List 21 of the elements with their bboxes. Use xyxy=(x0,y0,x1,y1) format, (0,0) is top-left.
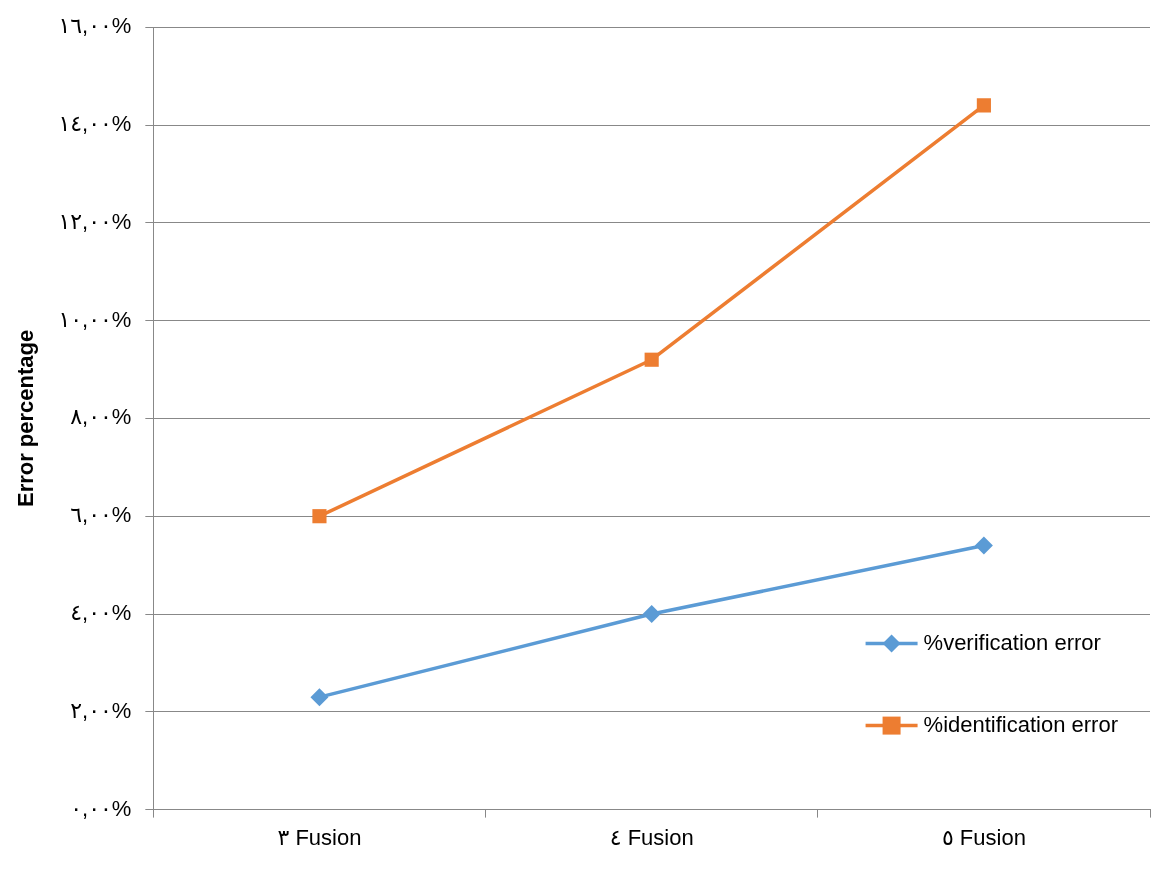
point xyxy=(974,536,993,555)
legend-label: %identification error xyxy=(923,711,1119,737)
y-tick-label: ٨,٠٠% xyxy=(70,404,132,430)
point xyxy=(642,605,661,623)
legend-label: %verification error xyxy=(923,629,1101,655)
point xyxy=(644,352,659,367)
x-tick-label: ٥ Fusion xyxy=(941,824,1026,850)
point xyxy=(312,509,327,524)
y-axis-title: Error percentage xyxy=(13,329,39,508)
x-tick-label: ٤ Fusion xyxy=(609,824,694,850)
y-tick-label: ١٤,٠٠% xyxy=(58,111,132,137)
point xyxy=(310,688,329,707)
y-tick-label: ١٠,٠٠% xyxy=(58,306,132,332)
x-tick-label: ٣ Fusion xyxy=(277,824,362,850)
point xyxy=(976,98,991,113)
y-tick-label: ٦,٠٠% xyxy=(70,502,132,528)
y-tick-label: ١٢,٠٠% xyxy=(58,208,132,234)
y-tick-label: ٠,٠٠% xyxy=(70,795,132,821)
y-tick-label: ٢,٠٠% xyxy=(70,697,132,723)
y-tick-label: ٤,٠٠% xyxy=(70,600,132,626)
y-tick-label: ١٦,٠٠% xyxy=(58,13,132,39)
